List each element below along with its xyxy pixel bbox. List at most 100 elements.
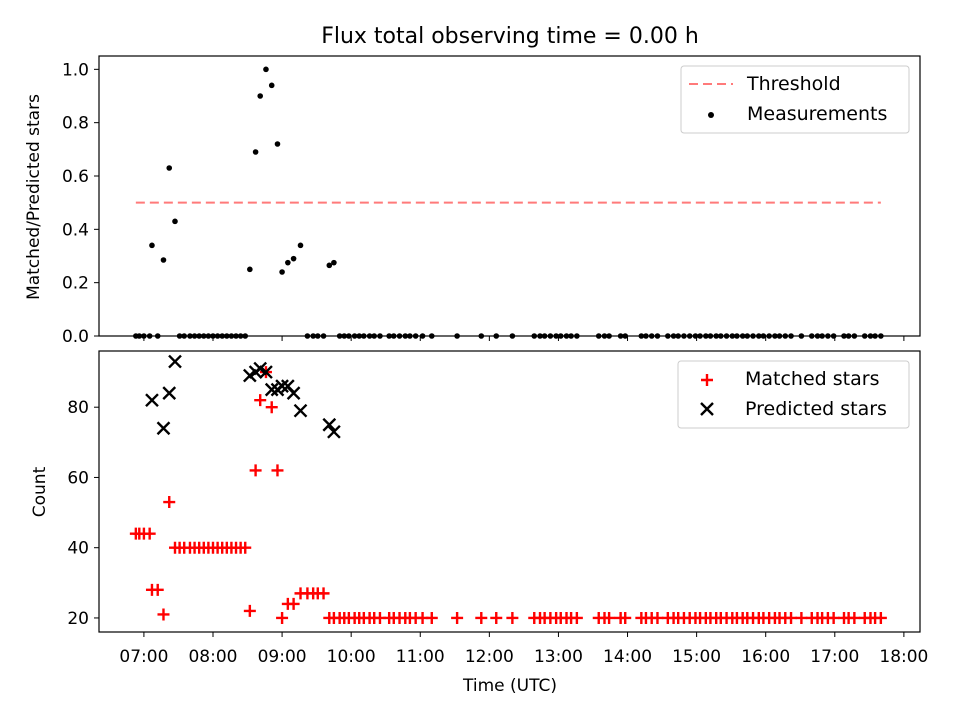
- predicted-star-point: [322, 417, 337, 432]
- measurement-point: [268, 82, 275, 89]
- matched-star-point: [287, 597, 300, 610]
- matched-star-point: [239, 541, 252, 554]
- matched-star-point: [265, 401, 278, 414]
- legend-matched-swatch: [701, 374, 713, 386]
- matched-star-point: [276, 611, 289, 624]
- matched-star-point: [506, 611, 519, 624]
- bottom-y-axis-label: Count: [30, 466, 50, 517]
- x-tick-label: 16:00: [741, 647, 790, 667]
- top-y-axis-label: Matched/Predicted stars: [24, 94, 44, 300]
- legend-measurements-swatch: [708, 112, 714, 118]
- bottom-legend: Matched stars Predicted stars: [677, 360, 910, 429]
- bottom-legend-box: [677, 360, 910, 429]
- matched-star-point: [619, 611, 632, 624]
- y-tick-label: 20: [67, 609, 89, 629]
- legend-predicted-label: Predicted stars: [745, 398, 887, 420]
- measurement-point: [274, 141, 281, 147]
- matched-star-point: [249, 464, 262, 477]
- x-tick-label: 07:00: [119, 647, 168, 667]
- y-tick-label: 0.6: [62, 167, 89, 187]
- bottom-x-ticks: 07:00 08:00 09:00 10:00 11:00 12:00 13:00 14:00…: [119, 632, 928, 667]
- predicted-star-point: [259, 365, 273, 379]
- x-tick-label: 10:00: [327, 647, 376, 667]
- matched-star-point: [490, 611, 503, 624]
- predicted-star-point: [168, 354, 182, 369]
- y-tick-label: 0.4: [62, 220, 89, 240]
- measurement-point: [149, 242, 155, 249]
- top-plot-frame: [98, 55, 921, 337]
- y-tick-label: 40: [67, 539, 89, 559]
- x-tick-label: 13:00: [534, 647, 583, 667]
- matched-star-point: [143, 527, 156, 540]
- matched-star-point: [425, 611, 438, 624]
- matched-star-point: [874, 611, 887, 624]
- top-panel: Flux total observing time = 0.00 h Match…: [24, 24, 921, 347]
- y-tick-label: 0.0: [62, 327, 89, 347]
- top-legend: Threshold Measurements: [680, 65, 910, 134]
- matched-star-point: [603, 611, 616, 624]
- matched-star-point: [475, 611, 488, 624]
- measurement-point: [331, 259, 337, 266]
- matched-star-point: [451, 611, 464, 624]
- predicted-star-point: [327, 424, 341, 439]
- chart-title: Flux total observing time = 0.00 h: [321, 24, 699, 49]
- bottom-panel: Count Time (UTC) 20 40 60 80 07:00 08:00 09:0…: [30, 350, 928, 696]
- measurement-point: [247, 266, 253, 273]
- bottom-plot-frame: [98, 350, 921, 633]
- measurement-point: [257, 93, 264, 99]
- x-tick-label: 18:00: [879, 647, 928, 667]
- measurement-point: [160, 257, 167, 263]
- x-tick-label: 12:00: [465, 647, 514, 667]
- predicted-star-point: [145, 393, 159, 408]
- measurement-points: [133, 66, 884, 339]
- matched-star-point: [848, 611, 861, 624]
- matched-star-point: [271, 464, 284, 477]
- predicted-star-point: [286, 386, 301, 400]
- matched-star-point: [254, 394, 267, 407]
- y-tick-label: 0.8: [62, 114, 89, 134]
- predicted-star-point: [156, 421, 171, 436]
- measurement-point: [172, 218, 178, 225]
- measurement-point: [290, 255, 297, 262]
- top-y-ticks: 0.0 0.2 0.4 0.6 0.8 1.0: [62, 60, 99, 347]
- matched-star-point: [151, 583, 164, 596]
- measurement-point: [279, 269, 285, 275]
- x-tick-label: 11:00: [396, 647, 445, 667]
- measurement-point: [166, 165, 173, 171]
- measurement-point: [297, 242, 304, 249]
- matched-star-point: [570, 611, 583, 624]
- x-tick-label: 09:00: [258, 647, 307, 667]
- legend-predicted-swatch: [700, 402, 714, 416]
- top-legend-box: [680, 65, 910, 134]
- legend-matched-label: Matched stars: [745, 368, 879, 390]
- x-tick-label: 15:00: [672, 647, 721, 667]
- predicted-star-point: [162, 386, 177, 400]
- y-tick-label: 60: [67, 468, 89, 488]
- measurement-point: [263, 66, 269, 73]
- predicted-star-point: [264, 382, 279, 397]
- x-tick-label: 17:00: [810, 647, 859, 667]
- y-tick-label: 80: [67, 398, 89, 418]
- x-tick-label: 14:00: [603, 647, 652, 667]
- measurement-point: [326, 262, 333, 269]
- matched-star-point: [785, 611, 798, 624]
- measurement-point: [285, 259, 291, 266]
- legend-threshold-label: Threshold: [746, 73, 841, 95]
- matched-star-point: [795, 611, 808, 624]
- x-tick-label: 08:00: [188, 647, 237, 667]
- matched-star-point: [651, 611, 664, 624]
- y-tick-label: 0.2: [62, 274, 89, 294]
- matched-star-point: [827, 611, 840, 624]
- matched-star-point: [163, 496, 176, 509]
- matched-star-point: [317, 587, 330, 600]
- predicted-star-point: [293, 403, 308, 418]
- legend-measurements-label: Measurements: [747, 103, 887, 125]
- predicted-stars-points: [145, 354, 341, 439]
- measurement-point: [252, 149, 259, 155]
- matched-star-point: [243, 604, 256, 617]
- matched-stars-points: [129, 366, 887, 624]
- matched-star-point: [157, 608, 170, 621]
- x-axis-label: Time (UTC): [462, 676, 557, 696]
- y-tick-label: 1.0: [62, 60, 89, 80]
